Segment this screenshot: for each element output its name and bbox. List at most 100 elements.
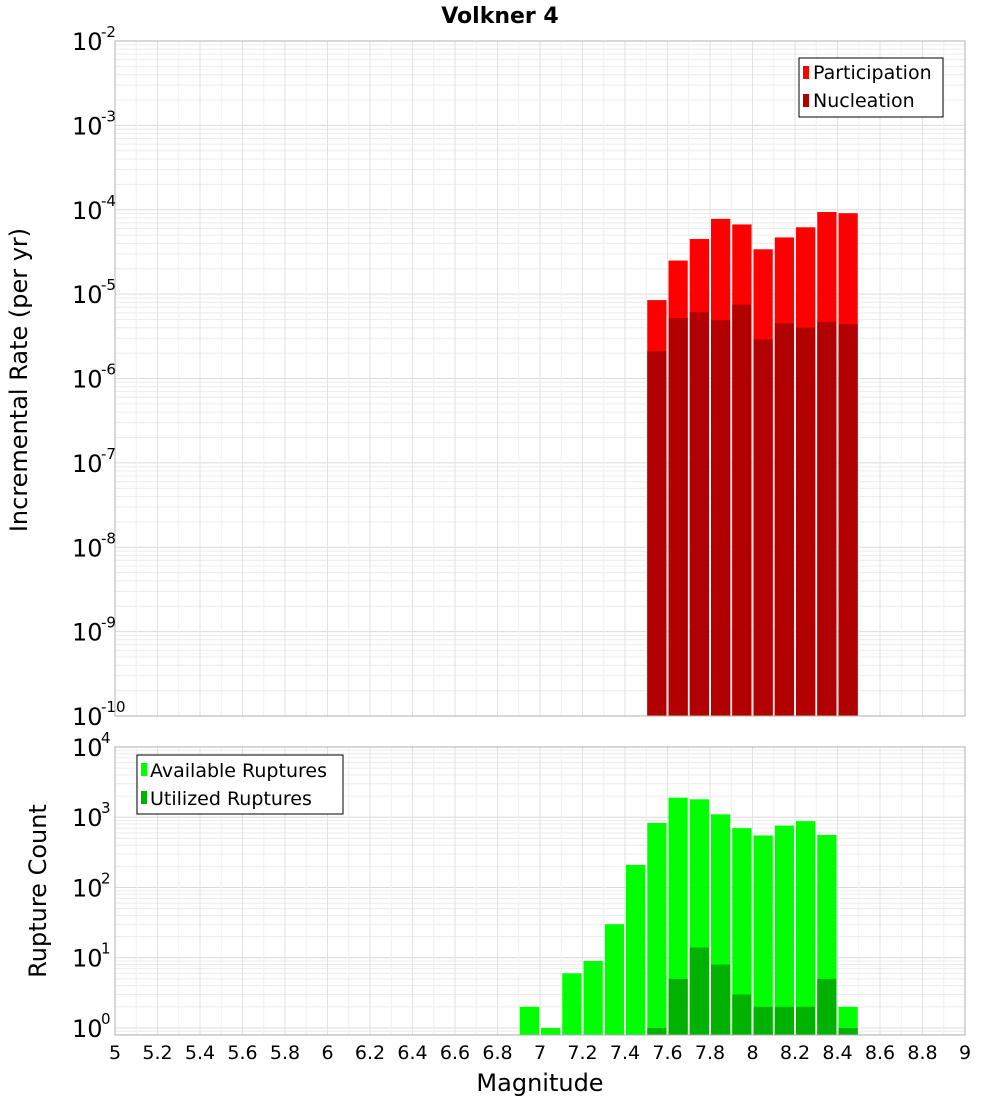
rates-y-tick-exponent: -3 <box>101 107 116 125</box>
x-tick-label: 8.2 <box>780 1042 810 1064</box>
legend-label-utilized: Utilized Ruptures <box>150 788 312 810</box>
counts-bar-utilized-ruptures <box>753 1006 773 1035</box>
counts-bars <box>519 797 858 1035</box>
rates-y-tick-label: 10 <box>72 619 103 647</box>
rates-y-axis-label: Incremental Rate (per yr) <box>5 228 33 532</box>
counts-bar-available-ruptures <box>753 835 773 1035</box>
rates-bars <box>647 212 858 717</box>
rates-plot-frame <box>114 40 966 717</box>
counts-y-tick-label: 10 <box>72 1015 103 1043</box>
counts-bar-available-ruptures <box>838 1006 858 1035</box>
rates-y-tick-label: 10 <box>72 534 103 562</box>
x-tick-label: 5 <box>109 1042 121 1064</box>
rates-y-tick-label: 10 <box>72 703 103 731</box>
rates-bar-nucleation <box>817 321 837 716</box>
rates-y-tick-label: 10 <box>72 281 103 309</box>
counts-y-tick-label: 10 <box>72 874 103 902</box>
rates-bar-nucleation <box>711 320 731 716</box>
legend-label-participation: Participation <box>813 62 932 84</box>
counts-bar-utilized-ruptures <box>732 994 752 1035</box>
counts-bar-available-ruptures <box>796 821 816 1035</box>
counts-bar-utilized-ruptures <box>838 1027 858 1035</box>
legend-label-available: Available Ruptures <box>150 760 327 782</box>
counts-bar-available-ruptures <box>562 973 582 1035</box>
counts-y-tick-label: 10 <box>72 734 103 762</box>
counts-bar-utilized-ruptures <box>711 964 731 1035</box>
rates-bar-nucleation <box>753 339 773 716</box>
counts-legend-box <box>136 754 344 815</box>
x-tick-label: 7.2 <box>567 1042 597 1064</box>
counts-y-axis-label: Rupture Count <box>24 804 52 978</box>
rates-legend-box <box>798 57 944 118</box>
x-tick-label: 9 <box>959 1042 971 1064</box>
counts-y-tick-exponent: 2 <box>101 869 111 887</box>
rates-y-tick-label: 10 <box>72 366 103 394</box>
counts-x-ticks: 5 5.2 5.4 5.6 5.8 6 6.2 6.4 6.6 6.8 7 7.2 7.4 7.6 7.8 8… <box>109 1042 971 1064</box>
rates-y-tick-label: 10 <box>72 197 103 225</box>
rates-legend: Participation Nucleation <box>798 57 944 118</box>
counts-bar-utilized-ruptures <box>796 1006 816 1035</box>
counts-plot-frame <box>114 746 966 1036</box>
rates-y-tick-exponent: -5 <box>101 276 116 294</box>
x-tick-label: 6.6 <box>440 1042 470 1064</box>
counts-y-tick-label: 10 <box>72 804 103 832</box>
x-tick-label: 6.8 <box>482 1042 512 1064</box>
x-tick-label: 5.8 <box>270 1042 300 1064</box>
counts-bar-available-ruptures <box>626 864 646 1035</box>
counts-y-tick-exponent: 1 <box>101 940 111 958</box>
x-axis-label: Magnitude <box>476 1069 603 1097</box>
rates-bar-nucleation <box>668 318 688 716</box>
counts-bar-available-ruptures <box>583 960 603 1035</box>
rates-bar-nucleation <box>732 304 752 716</box>
rates-y-tick-label: 10 <box>72 112 103 140</box>
rates-y-tick-label: 10 <box>72 28 103 56</box>
chart-title: Volkner 4 <box>441 4 559 29</box>
x-tick-label: 7 <box>534 1042 546 1064</box>
counts-bar-utilized-ruptures <box>689 947 709 1035</box>
counts-bar-available-ruptures <box>647 822 667 1035</box>
legend-swatch-available <box>141 763 147 776</box>
rates-y-tick-exponent: -6 <box>101 361 116 379</box>
rates-y-tick-label: 10 <box>72 450 103 478</box>
rates-y-tick-exponent: -9 <box>101 614 116 632</box>
x-tick-label: 6.4 <box>397 1042 427 1064</box>
counts-legend: Available Ruptures Utilized Ruptures <box>136 754 344 815</box>
x-tick-label: 8.8 <box>907 1042 937 1064</box>
rates-y-tick-exponent: -4 <box>101 192 116 210</box>
rates-bar-nucleation <box>774 323 794 716</box>
counts-y-tick-exponent: 3 <box>101 799 111 817</box>
x-tick-label: 7.6 <box>652 1042 682 1064</box>
x-tick-label: 6.2 <box>355 1042 385 1064</box>
counts-bar-utilized-ruptures <box>817 978 837 1035</box>
x-tick-label: 5.2 <box>142 1042 172 1064</box>
counts-y-tick-exponent: 0 <box>101 1010 111 1028</box>
counts-bar-utilized-ruptures <box>668 978 688 1035</box>
counts-bar-utilized-ruptures <box>647 1027 667 1035</box>
counts-bar-available-ruptures <box>668 797 688 1035</box>
rates-y-tick-exponent: -7 <box>101 445 116 463</box>
legend-label-nucleation: Nucleation <box>813 90 915 112</box>
x-tick-label: 8 <box>746 1042 758 1064</box>
counts-bar-utilized-ruptures <box>774 1006 794 1035</box>
counts-y-tick-label: 10 <box>72 945 103 973</box>
counts-bar-available-ruptures <box>541 1027 561 1035</box>
rates-bar-nucleation <box>796 327 816 716</box>
rates-bar-nucleation <box>838 324 858 716</box>
x-tick-label: 5.4 <box>185 1042 215 1064</box>
rates-y-tick-exponent: -2 <box>101 23 116 41</box>
x-tick-label: 6 <box>321 1042 333 1064</box>
counts-bar-available-ruptures <box>774 825 794 1035</box>
legend-swatch-utilized <box>141 791 147 804</box>
x-tick-label: 8.6 <box>865 1042 895 1064</box>
rates-bar-nucleation <box>647 351 667 716</box>
counts-bar-available-ruptures <box>519 1006 539 1035</box>
counts-bar-available-ruptures <box>604 924 624 1035</box>
counts-y-tick-exponent: 4 <box>101 729 111 747</box>
x-tick-label: 7.4 <box>610 1042 640 1064</box>
rates-y-tick-exponent: -8 <box>101 529 116 547</box>
